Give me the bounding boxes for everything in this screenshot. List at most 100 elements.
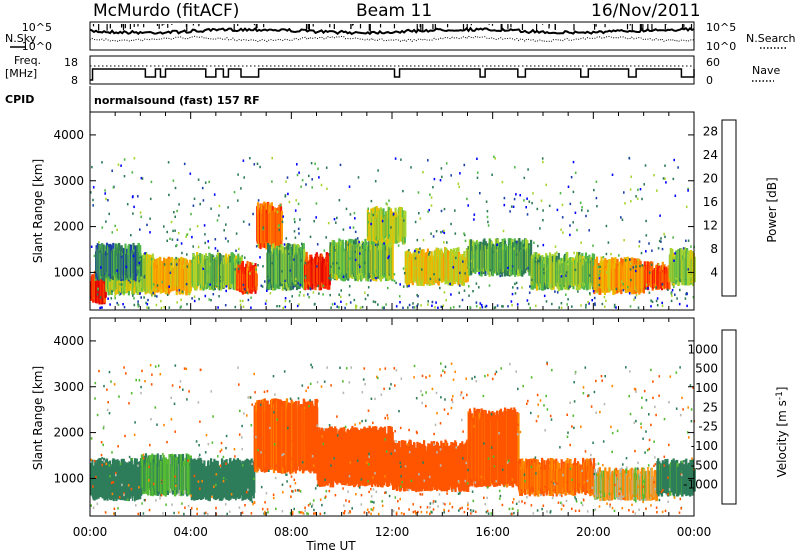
scatter-point (208, 298, 211, 301)
power-colorbar-tick: 24 (703, 148, 718, 162)
scatter-point (150, 180, 153, 184)
scatter-point (379, 368, 381, 371)
scatter-point (471, 377, 473, 380)
scatter-point (536, 207, 539, 211)
scatter-point (440, 209, 443, 213)
scatter-point (330, 306, 332, 309)
scatter-point (234, 305, 237, 309)
scatter-point (293, 258, 295, 261)
scatter-point (463, 233, 466, 237)
scatter-point (685, 205, 688, 209)
scatter-point (438, 493, 441, 496)
scatter-point (398, 295, 401, 298)
scatter-point (197, 480, 200, 483)
scatter-point (644, 164, 647, 167)
scatter-point (107, 401, 109, 404)
scatter-point (451, 398, 453, 401)
scatter-point (177, 231, 180, 235)
scatter-point (530, 465, 533, 468)
velocity-data (90, 361, 696, 516)
scatter-point (507, 459, 510, 462)
scatter-point (458, 305, 461, 308)
scatter-point (413, 306, 416, 309)
scatter-point (579, 282, 582, 285)
scatter-point (473, 425, 475, 428)
scatter-point (660, 237, 662, 240)
scatter-point (216, 219, 219, 222)
scatter-point (553, 491, 555, 494)
scatter-point (294, 236, 297, 239)
scatter-point (126, 203, 129, 206)
scatter-point (667, 500, 669, 503)
scatter-point (402, 267, 405, 270)
scatter-point (452, 378, 455, 381)
scatter-point (266, 390, 269, 393)
scatter-point (171, 238, 174, 241)
scatter-point (263, 512, 265, 515)
scatter-point (611, 450, 613, 453)
scatter-point (136, 266, 139, 269)
scatter-point (246, 414, 248, 417)
scatter-point (140, 176, 143, 180)
scatter-point (97, 288, 99, 292)
scatter-point (500, 367, 502, 370)
scatter-point (565, 274, 567, 277)
scatter-point (249, 396, 252, 399)
scatter-point (186, 253, 188, 256)
scatter-point (268, 469, 270, 472)
scatter-point (254, 391, 256, 394)
scatter-point (339, 366, 341, 369)
scatter-point (143, 274, 146, 278)
scatter-point (315, 216, 317, 219)
scatter-point (109, 475, 111, 478)
scatter-point (647, 287, 649, 290)
scatter-point (207, 270, 210, 273)
scatter-point (663, 232, 665, 236)
scatter-point (301, 179, 304, 182)
scatter-point (421, 374, 424, 378)
scatter-point (581, 469, 583, 473)
data-cell (253, 460, 256, 493)
scatter-point (96, 293, 99, 296)
scatter-point (637, 461, 639, 464)
scatter-point (619, 487, 622, 490)
scatter-point (238, 247, 240, 251)
scatter-point (511, 304, 513, 307)
scatter-point (141, 369, 143, 373)
scatter-point (400, 465, 402, 468)
scatter-point (133, 205, 135, 209)
scatter-point (116, 269, 118, 272)
scatter-point (199, 202, 201, 206)
scatter-point (323, 249, 326, 252)
scatter-point (252, 212, 254, 216)
scatter-point (486, 215, 489, 219)
scatter-point (602, 463, 604, 467)
scatter-point (679, 366, 681, 369)
scatter-point (459, 172, 461, 175)
scatter-point (113, 512, 115, 515)
scatter-point (94, 397, 96, 400)
scatter-point (251, 462, 253, 465)
scatter-point (501, 468, 504, 471)
freq-label-2: [MHz] (5, 67, 37, 80)
scatter-point (655, 413, 657, 417)
scatter-point (588, 302, 590, 305)
scatter-point (114, 294, 116, 298)
scatter-point (467, 204, 469, 207)
scatter-point (527, 399, 529, 403)
scatter-point (163, 263, 166, 266)
scatter-point (287, 427, 289, 430)
scatter-point (690, 245, 692, 248)
power-cbar-label: Power [dB] (765, 177, 779, 242)
scatter-point (584, 450, 587, 453)
scatter-point (361, 305, 364, 309)
scatter-point (591, 486, 594, 490)
scatter-point (589, 292, 591, 295)
scatter-point (257, 264, 259, 267)
scatter-point (507, 266, 509, 270)
scatter-point (667, 288, 669, 291)
scatter-point (665, 181, 667, 184)
scatter-point (374, 243, 377, 247)
scatter-point (237, 366, 239, 369)
scatter-point (679, 476, 682, 479)
